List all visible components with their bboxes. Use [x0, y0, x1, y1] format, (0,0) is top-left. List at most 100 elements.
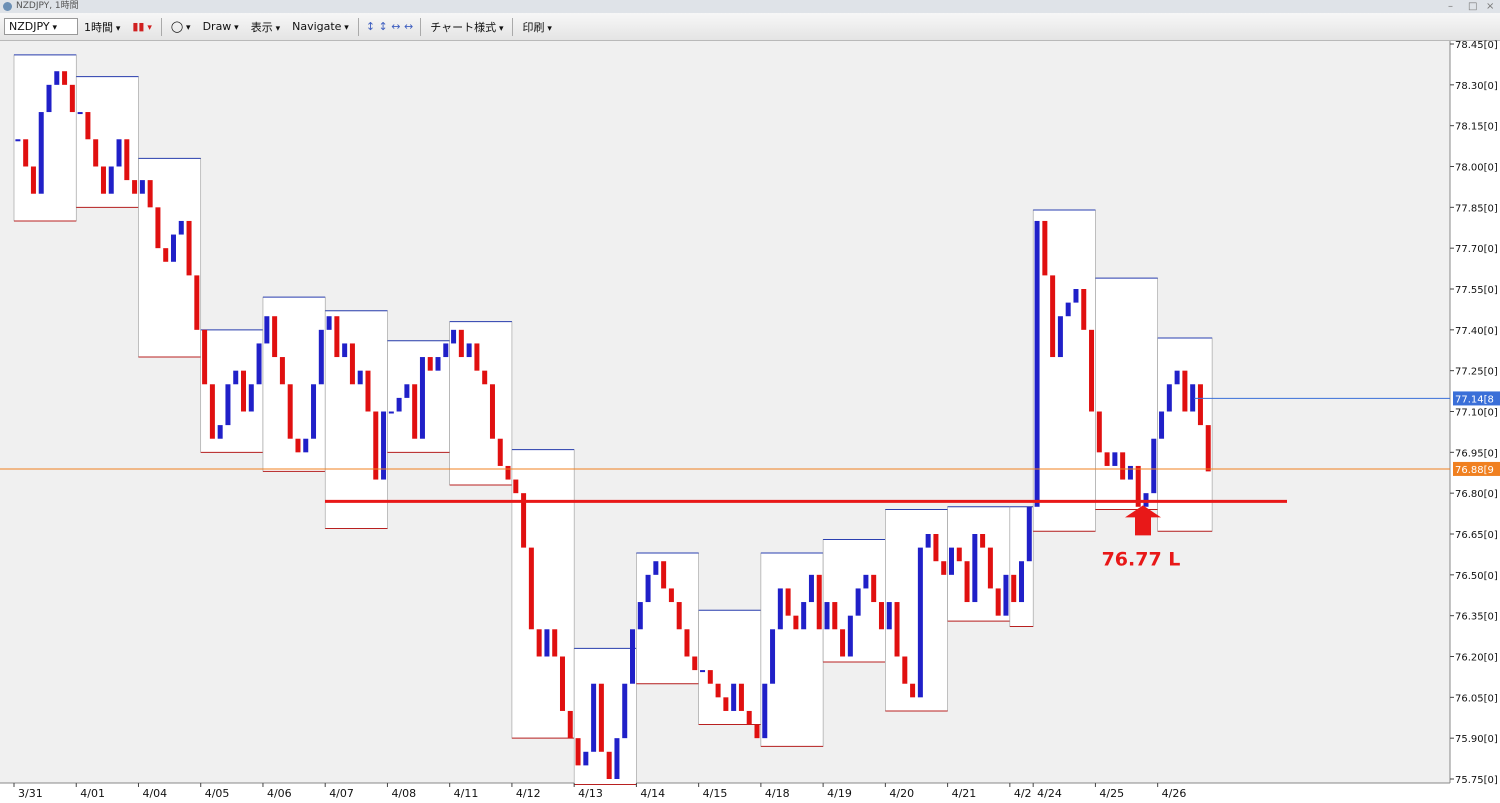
price-bar: [980, 534, 986, 548]
price-bar: [583, 751, 589, 766]
print-menu[interactable]: 印刷: [516, 19, 557, 35]
price-bar: [1174, 370, 1180, 385]
separator: [357, 17, 359, 36]
y-tick-label: 78.00[0]: [1455, 163, 1498, 174]
price-bar: [513, 479, 519, 494]
minimize-button[interactable]: –: [1448, 1, 1453, 12]
y-tick-label: 76.50[0]: [1455, 571, 1498, 582]
y-tick-label: 77.55[0]: [1455, 285, 1498, 296]
price-bar: [163, 248, 169, 262]
price-bar: [334, 316, 340, 358]
price-bar: [1159, 411, 1165, 439]
price-bar: [357, 370, 363, 385]
separator: [420, 17, 422, 36]
price-bar: [505, 465, 511, 480]
price-bar: [155, 207, 161, 249]
price-bar: [645, 574, 651, 603]
price-bar: [93, 139, 99, 167]
price-bar: [100, 166, 106, 194]
price-bar: [466, 343, 472, 358]
price-bar: [559, 656, 565, 711]
support-label: 76.77 L: [1102, 548, 1181, 570]
price-bar: [598, 683, 604, 752]
price-bar: [443, 343, 449, 358]
price-bar: [917, 547, 923, 698]
separator: [160, 17, 162, 36]
price-bar: [342, 343, 348, 358]
shape-menu[interactable]: ◯: [165, 20, 197, 33]
close-button[interactable]: ×: [1486, 1, 1495, 12]
price-bar: [894, 602, 900, 657]
x-tick-label: 4/19: [827, 787, 852, 800]
zoom-buttons[interactable]: ↕ ↕ ↔ ↔: [365, 20, 414, 33]
price-bar: [1182, 370, 1188, 412]
view-menu[interactable]: 表示: [245, 19, 286, 35]
y-tick-label: 77.10[0]: [1455, 408, 1498, 419]
price-bar: [847, 615, 853, 657]
price-bar: [85, 112, 91, 140]
price-bar: [54, 71, 60, 85]
price-bar: [124, 139, 130, 181]
price-bar: [536, 629, 542, 657]
price-bar: [762, 683, 768, 739]
price-bar: [777, 588, 783, 630]
price-bar: [412, 384, 418, 439]
price-bar: [1205, 425, 1211, 472]
price-bar: [871, 574, 877, 603]
navigate-menu[interactable]: Navigate: [286, 20, 355, 33]
price-bar: [482, 370, 488, 385]
price-bar: [264, 316, 270, 344]
price-bar: [1151, 438, 1157, 494]
price-tag-label: 77.14[8: [1455, 394, 1494, 405]
price-bar: [178, 220, 184, 235]
price-bar: [840, 629, 846, 657]
price-bar: [15, 139, 21, 142]
price-bar: [1197, 384, 1203, 426]
price-bar: [202, 329, 208, 385]
price-bar: [567, 710, 573, 739]
y-tick-label: 77.85[0]: [1455, 203, 1498, 214]
price-bar: [956, 547, 962, 562]
y-tick-label: 76.95[0]: [1455, 448, 1498, 459]
price-bar: [676, 602, 682, 630]
price-bar: [69, 84, 75, 113]
price-bar: [700, 670, 706, 673]
price-bar: [108, 166, 114, 194]
support-arrow: [1125, 505, 1161, 536]
range-box: [636, 552, 699, 685]
y-tick-label: 77.25[0]: [1455, 367, 1498, 378]
price-bar: [497, 438, 503, 466]
candle-menu[interactable]: ▮▮: [126, 20, 158, 33]
price-bar: [925, 534, 931, 548]
price-bar: [606, 751, 612, 779]
price-bar: [225, 384, 231, 426]
time-axis: [0, 783, 1450, 803]
price-bar: [785, 588, 791, 616]
x-tick-label: 4/06: [267, 787, 292, 800]
price-bar: [1112, 452, 1118, 466]
price-bar: [715, 683, 721, 698]
timeframe-menu[interactable]: 1時間: [78, 19, 126, 35]
price-bar: [287, 384, 293, 439]
price-tag-label: 76.88[9: [1455, 465, 1494, 476]
price-bar: [30, 166, 36, 194]
app-icon: [3, 2, 12, 11]
price-bar: [948, 547, 954, 575]
price-bar: [419, 357, 425, 439]
price-bar: [489, 384, 495, 439]
price-bar: [754, 724, 760, 739]
symbol-select[interactable]: NZDJPY: [4, 18, 78, 35]
x-tick-label: 4/11: [454, 787, 479, 800]
price-bar: [878, 602, 884, 630]
price-bar: [902, 656, 908, 684]
price-bar: [1104, 452, 1110, 466]
price-bar: [1135, 465, 1141, 507]
price-bar: [295, 438, 301, 453]
price-bar: [62, 71, 68, 85]
price-bar: [801, 602, 807, 630]
x-tick-label: 4/21: [952, 787, 977, 800]
chart-style-menu[interactable]: チャート様式: [424, 19, 509, 35]
draw-menu[interactable]: Draw: [197, 20, 245, 33]
price-bar: [707, 670, 713, 684]
maximize-button[interactable]: □: [1468, 1, 1478, 12]
